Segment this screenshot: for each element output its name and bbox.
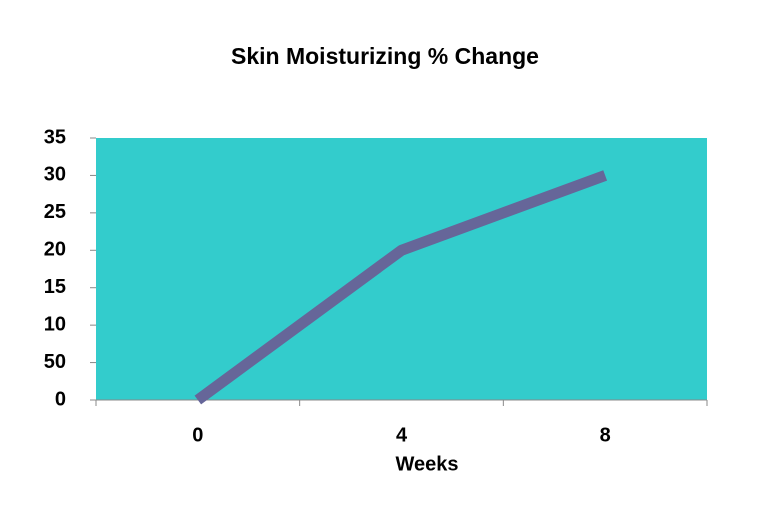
y-tick-label: 50 [44, 351, 66, 373]
x-tick-label: 8 [600, 424, 611, 446]
data-line [194, 170, 608, 405]
y-tick-label: 35 [44, 126, 66, 148]
y-tick-label: 25 [44, 201, 66, 223]
y-tick-label: 15 [44, 276, 66, 298]
y-tick-label: 10 [44, 313, 66, 335]
x-tick-label: 4 [396, 424, 408, 446]
y-tick-label: 20 [44, 239, 66, 261]
y-tick-label: 30 [44, 164, 66, 186]
chart-title: Skin Moisturizing % Change [231, 43, 539, 69]
plot-area [96, 138, 707, 400]
y-tick-label: 0 [55, 388, 66, 410]
x-tick-label: 0 [192, 424, 203, 446]
x-axis-label: Weeks [395, 453, 458, 475]
